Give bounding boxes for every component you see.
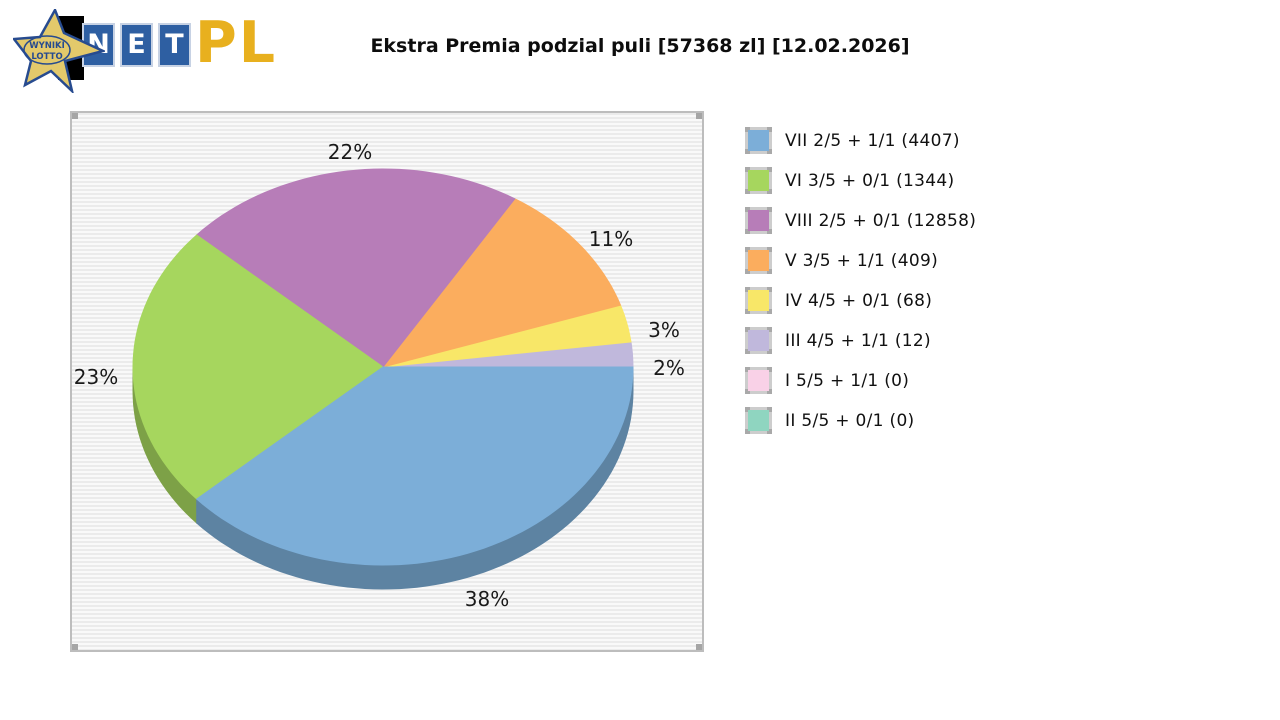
legend-swatch-frame bbox=[745, 127, 772, 154]
legend-item-label: III 4/5 + 1/1 (12) bbox=[785, 330, 931, 351]
legend-swatch bbox=[748, 410, 769, 431]
legend-swatch-frame bbox=[745, 407, 772, 434]
pie-percent-label: 11% bbox=[588, 227, 634, 251]
legend-item: II 5/5 + 0/1 (0) bbox=[745, 407, 976, 434]
logo-star-line1: WYNIKI bbox=[29, 41, 65, 51]
pie-percent-label: 2% bbox=[653, 356, 685, 380]
pie-slice bbox=[132, 234, 384, 500]
legend-swatch-frame bbox=[745, 287, 772, 314]
legend-swatch bbox=[748, 290, 769, 311]
legend-item-label: IV 4/5 + 0/1 (68) bbox=[785, 290, 933, 311]
legend-item: IV 4/5 + 0/1 (68) bbox=[745, 287, 976, 314]
logo-net-tiles: N E T bbox=[82, 23, 196, 67]
legend: VII 2/5 + 1/1 (4407) VI 3/5 + 0/1 (1344) V… bbox=[745, 127, 976, 447]
pie-slice bbox=[195, 366, 634, 566]
legend-item: VI 3/5 + 0/1 (1344) bbox=[745, 167, 976, 194]
legend-item: VIII 2/5 + 0/1 (12858) bbox=[745, 207, 976, 234]
legend-item-label: VIII 2/5 + 0/1 (12858) bbox=[785, 210, 977, 231]
legend-item: III 4/5 + 1/1 (12) bbox=[745, 327, 976, 354]
site-logo: N E T PL WYNIKI LOTTO bbox=[12, 8, 282, 98]
pie-percent-label: 3% bbox=[648, 318, 680, 342]
pie-chart bbox=[132, 168, 634, 590]
lotto-star-icon: WYNIKI LOTTO bbox=[13, 9, 105, 93]
legend-swatch-frame bbox=[745, 207, 772, 234]
logo-pl-text: PL bbox=[195, 10, 278, 76]
pie-slice bbox=[382, 304, 632, 368]
pie-percent-label: 38% bbox=[464, 587, 510, 611]
logo-tile-t: T bbox=[158, 23, 191, 67]
pie-slice bbox=[195, 168, 516, 368]
legend-item-label: I 5/5 + 1/1 (0) bbox=[785, 370, 910, 391]
pie-percent-label: 22% bbox=[327, 140, 373, 164]
pie-percent-label: 23% bbox=[73, 365, 119, 389]
legend-swatch bbox=[748, 370, 769, 391]
legend-item-label: VI 3/5 + 0/1 (1344) bbox=[785, 170, 955, 191]
legend-item: I 5/5 + 1/1 (0) bbox=[745, 367, 976, 394]
legend-item: V 3/5 + 1/1 (409) bbox=[745, 247, 976, 274]
legend-swatch-frame bbox=[745, 367, 772, 394]
logo-tile-e: E bbox=[120, 23, 153, 67]
legend-item-label: V 3/5 + 1/1 (409) bbox=[785, 250, 939, 271]
plot-area: 2% 3% 11% 22% 23% 38% bbox=[70, 111, 704, 652]
legend-swatch bbox=[748, 210, 769, 231]
legend-item-label: VII 2/5 + 1/1 (4407) bbox=[785, 130, 960, 151]
legend-item: VII 2/5 + 1/1 (4407) bbox=[745, 127, 976, 154]
legend-swatch bbox=[748, 330, 769, 351]
legend-item-label: II 5/5 + 0/1 (0) bbox=[785, 410, 915, 431]
logo-star-line2: LOTTO bbox=[31, 52, 62, 62]
legend-swatch bbox=[748, 170, 769, 191]
legend-swatch bbox=[748, 130, 769, 151]
legend-swatch bbox=[748, 250, 769, 271]
legend-swatch-frame bbox=[745, 247, 772, 274]
chart-title: Ekstra Premia podzial puli [57368 zl] [1… bbox=[370, 35, 910, 57]
legend-swatch-frame bbox=[745, 327, 772, 354]
legend-swatch-frame bbox=[745, 167, 772, 194]
pie-slice bbox=[381, 198, 622, 368]
